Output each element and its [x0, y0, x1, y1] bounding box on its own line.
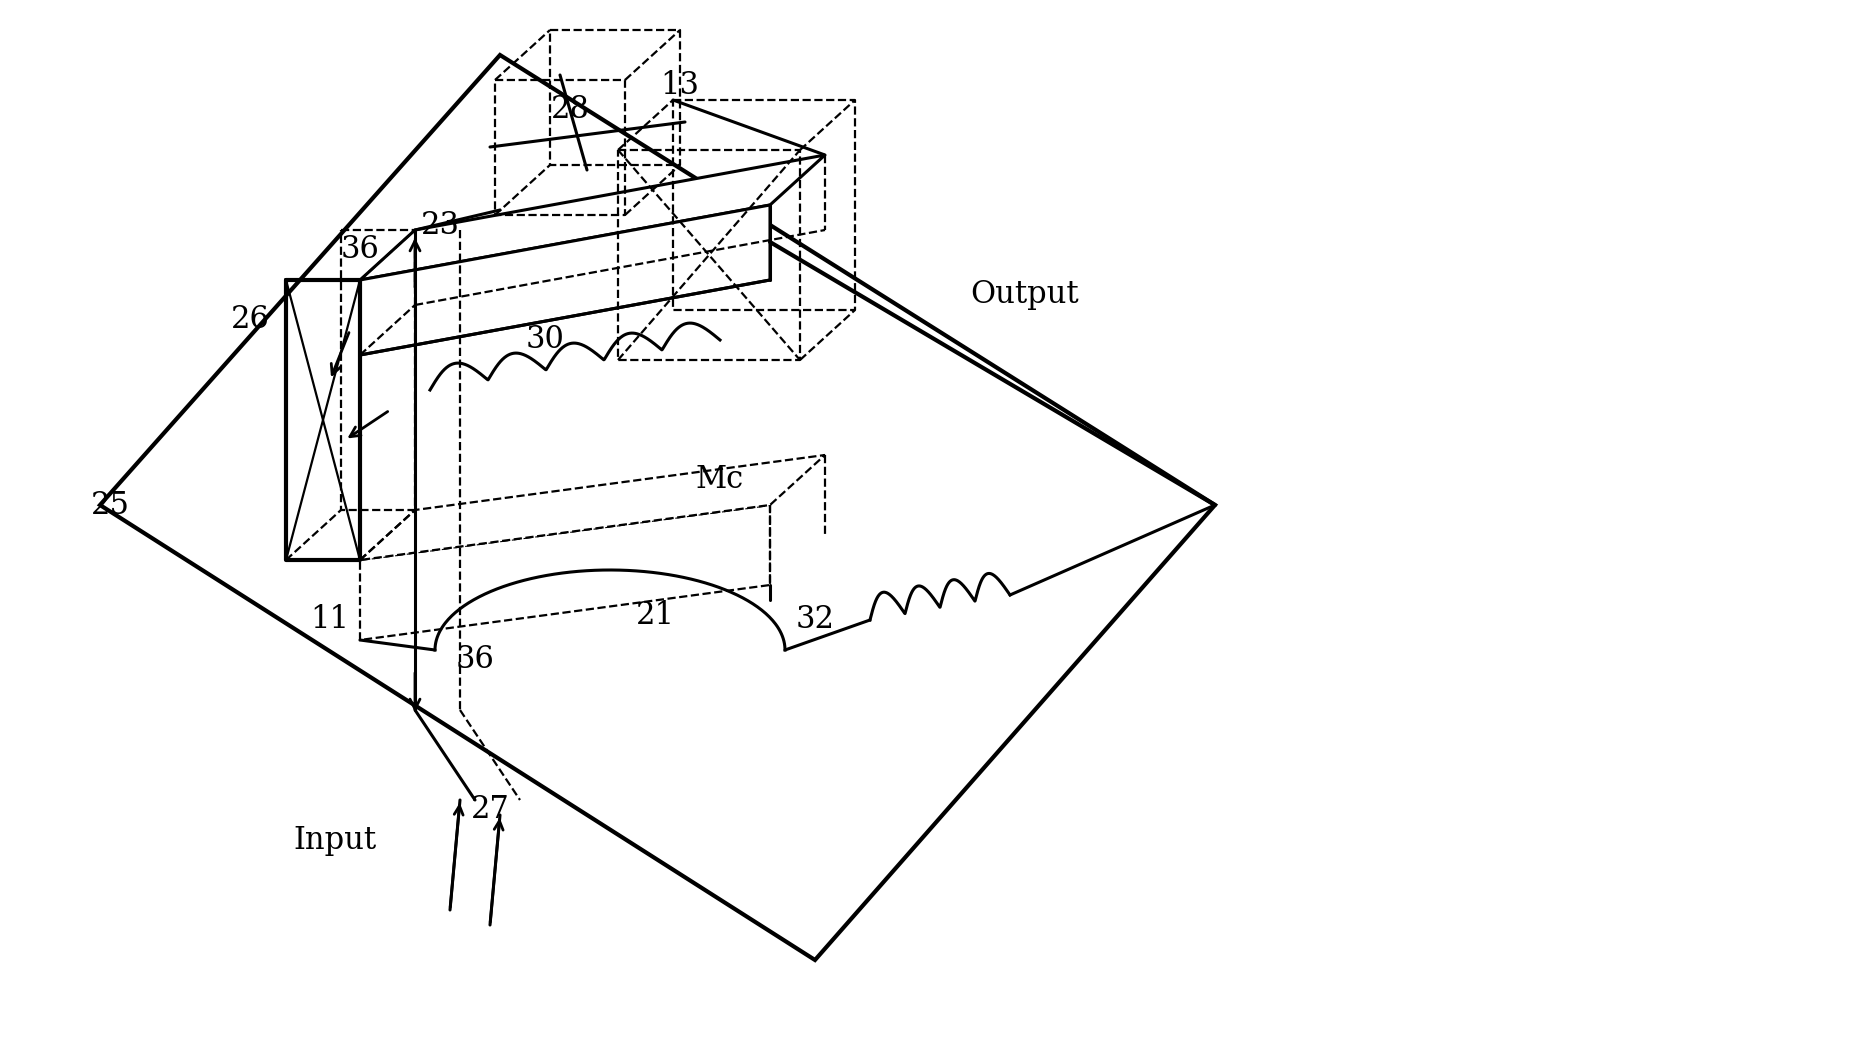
Text: 36: 36: [341, 234, 380, 266]
Text: Mc: Mc: [697, 464, 745, 496]
Polygon shape: [359, 205, 771, 355]
Text: 28: 28: [550, 94, 589, 126]
Text: Input: Input: [293, 824, 376, 856]
Text: 23: 23: [421, 209, 460, 241]
Text: Output: Output: [971, 279, 1078, 311]
Polygon shape: [359, 155, 825, 280]
Polygon shape: [359, 455, 825, 560]
Polygon shape: [359, 505, 771, 640]
Text: 13: 13: [660, 69, 699, 100]
Text: 21: 21: [636, 599, 674, 631]
Text: 11: 11: [311, 605, 350, 636]
Text: 36: 36: [456, 644, 495, 676]
Text: 27: 27: [471, 795, 510, 825]
Text: 25: 25: [91, 490, 130, 521]
Text: 26: 26: [230, 304, 269, 336]
Text: 30: 30: [526, 324, 565, 356]
Text: 32: 32: [795, 605, 834, 636]
